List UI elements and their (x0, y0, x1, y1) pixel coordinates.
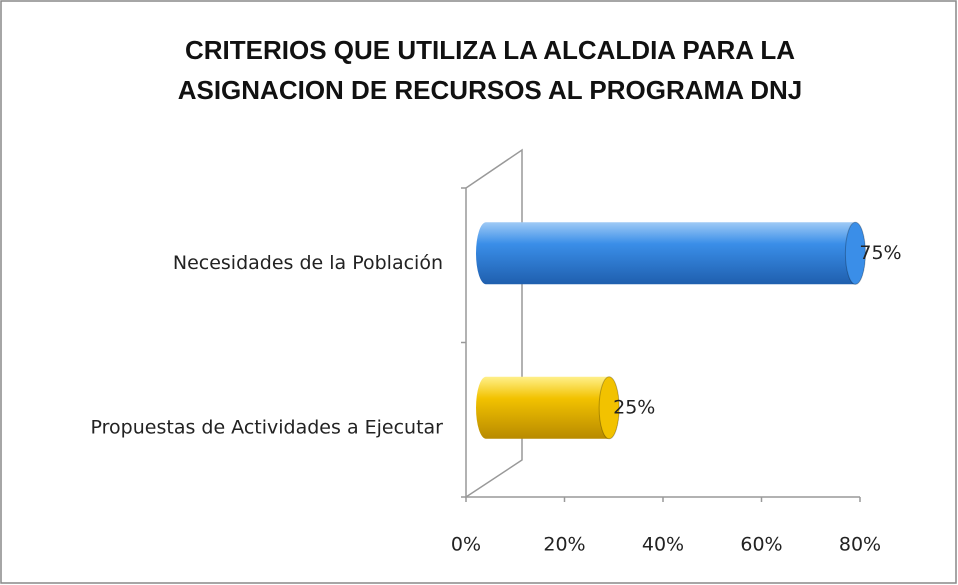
value-label: 25% (613, 396, 655, 418)
x-tick-label: 0% (451, 534, 481, 556)
bar-body (476, 376, 620, 439)
side-wall (465, 148, 523, 499)
bar (476, 221, 866, 285)
bar (476, 376, 620, 440)
x-tick-label: 40% (642, 534, 684, 556)
x-tick-label: 20% (543, 534, 585, 556)
bar-cap (598, 376, 620, 440)
y-tick-label: Propuestas de Actividades a Ejecutar (91, 416, 444, 438)
bar-cap (844, 221, 866, 285)
value-label: 75% (859, 242, 901, 264)
x-tick-label: 60% (740, 534, 782, 556)
bar-body (476, 222, 866, 285)
chart-title: CRITERIOS QUE UTILIZA LA ALCALDIA PARA L… (185, 35, 795, 65)
y-tick-label: Necesidades de la Población (173, 252, 443, 274)
chart-title: ASIGNACION DE RECURSOS AL PROGRAMA DNJ (178, 75, 803, 105)
x-tick-label: 80% (839, 534, 881, 556)
